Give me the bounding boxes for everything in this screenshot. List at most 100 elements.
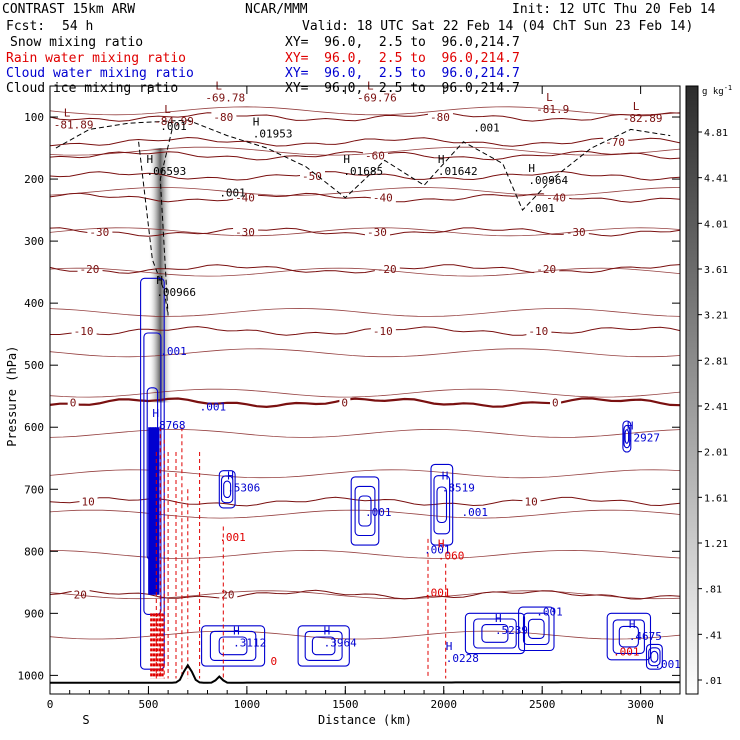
temp-label-bg (71, 587, 90, 600)
x-end-label-right: N (656, 713, 663, 727)
cloud-water-contour (218, 470, 236, 509)
cloud-water-contour (622, 420, 632, 453)
cloud-water-contour (522, 612, 550, 646)
temp-contour--80 (49, 112, 681, 122)
model-title: CONTRAST 15km ARW (2, 2, 136, 17)
temp-label: -20 (536, 263, 556, 276)
field-cloudice-xy: XY= 96.0, 2.5 to 96.0,214.7 (285, 81, 520, 96)
colorbar-label: .01 (704, 676, 722, 687)
cloud-water-contour (618, 625, 639, 648)
temp-extremum-value: -69.78 (205, 92, 245, 105)
temp-label-bg (526, 324, 552, 337)
x-tick-label: 0 (47, 698, 54, 711)
temp-contour-fill (49, 187, 681, 196)
colorbar-label: 4.01 (704, 219, 728, 230)
cloud-extremum-mark: H (442, 469, 449, 482)
cloud-water-contour (218, 636, 248, 656)
cloud-water-contour (481, 624, 509, 643)
field-snow-xy: XY= 96.0, 2.5 to 96.0,214.7 (285, 35, 520, 50)
temp-label: -70 (605, 136, 625, 149)
x-axis-title: Distance (km) (318, 713, 412, 727)
temp-label: -40 (373, 192, 393, 205)
cloud-extremum-mark: H (233, 624, 240, 637)
cloud-water-contour (645, 643, 663, 670)
cloud-extremum-mark: H (152, 407, 159, 420)
temp-label: 10 (524, 496, 537, 509)
temp-label: -30 (367, 226, 387, 239)
cloud-water-contour (650, 650, 659, 663)
rain-label: .001 (219, 531, 246, 544)
y-tick-label: 300 (24, 235, 44, 248)
cloud-water-contour (354, 485, 376, 537)
ice-label: .001 (219, 187, 246, 200)
cloud-water-contour (464, 612, 526, 655)
cloud-label: .8768 (152, 419, 185, 432)
temp-label-bg (563, 224, 589, 237)
y-tick-label: 600 (24, 421, 44, 434)
cloud-water-contour (518, 606, 555, 652)
cloud-extremum-mark: H (629, 618, 636, 631)
cloud-water-contour (201, 625, 266, 667)
ice-label: .001 (528, 202, 555, 215)
y-tick-label: 700 (24, 483, 44, 496)
temp-label-bg (67, 395, 79, 408)
y-tick-label: 800 (24, 545, 44, 558)
cloud-label: .0228 (446, 652, 479, 665)
header: CONTRAST 15km ARW NCAR/MMM Init: 12 UTC … (0, 0, 740, 96)
colorbar: 4.81 4.41 4.01 3.61 3.21 2.81 2.41 2.01 1.61 1.21… (685, 84, 732, 695)
colorbar-scale (685, 85, 699, 695)
temp-label-bg (363, 148, 388, 161)
cloud-label: .001 (365, 506, 392, 519)
temp-extremum-mark: L (546, 91, 553, 104)
y-tick-label: 500 (24, 359, 44, 372)
ice-extremum-mark: H (146, 153, 153, 166)
temp-label-bg (522, 494, 541, 507)
temp-contour-fill (49, 549, 681, 559)
cloud-label: .8519 (442, 481, 475, 494)
temp-label: 0 (341, 396, 348, 409)
cloud-label: .001 (160, 345, 187, 358)
cloud-water-contour (223, 480, 232, 499)
cloud-label: .001 (461, 506, 488, 519)
x-tick-label: 2000 (431, 698, 458, 711)
ice-label: .01642 (438, 165, 478, 178)
ice-extremum-mark: H (156, 274, 163, 287)
cloud-extremum-mark: H (495, 612, 502, 625)
temp-contour--20 (49, 264, 681, 274)
ice-contour (55, 119, 671, 211)
cloud-water-contour (220, 475, 234, 504)
temp-contour--50 (49, 170, 681, 181)
cloud-extremum-mark: H (627, 420, 634, 433)
cloud-water-contour (606, 612, 652, 661)
x-tick-label: 1000 (234, 698, 261, 711)
ice-label: .001 (473, 121, 500, 134)
cloud-label: .001 (536, 605, 563, 618)
temp-label: -40 (546, 192, 566, 205)
rain-label: .001 (424, 587, 451, 600)
y-tick-label: 100 (24, 111, 44, 124)
cloud-label: .001 (200, 401, 227, 414)
y-tick-label: 1000 (18, 669, 45, 682)
cloud-water-contour (433, 475, 451, 535)
temp-contour-fill (49, 267, 681, 277)
temp-contour--10 (50, 326, 681, 336)
temp-extremum-mark: L (633, 100, 640, 113)
ice-label: .001 (160, 120, 187, 133)
rain-extremum-mark: H (438, 538, 445, 551)
field-cloudwater-xy: XY= 96.0, 2.5 to 96.0,214.7 (285, 66, 520, 81)
cloud-water-contour (311, 636, 336, 656)
temp-contour-0 (49, 397, 681, 409)
temp-label-bg (370, 190, 396, 203)
x-tick-label: 500 (139, 698, 159, 711)
cloud-water-contour (430, 463, 454, 546)
ice-extremum-mark: H (343, 153, 350, 166)
cloud-water-contour (624, 429, 630, 444)
temp-contour--40 (49, 192, 681, 203)
temperature-contours: -80 -80 -70 -60 -50 -40 -40 -40 -30 -30 -30 -30 -20 -… (49, 106, 681, 640)
colorbar-label: .41 (704, 630, 722, 641)
colorbar-label: 1.21 (704, 539, 728, 550)
colorbar-label: 3.21 (704, 311, 728, 322)
temp-label-bg (71, 324, 97, 337)
ice-extremum-mark: H (253, 116, 260, 129)
temp-contour-20 (49, 589, 681, 600)
